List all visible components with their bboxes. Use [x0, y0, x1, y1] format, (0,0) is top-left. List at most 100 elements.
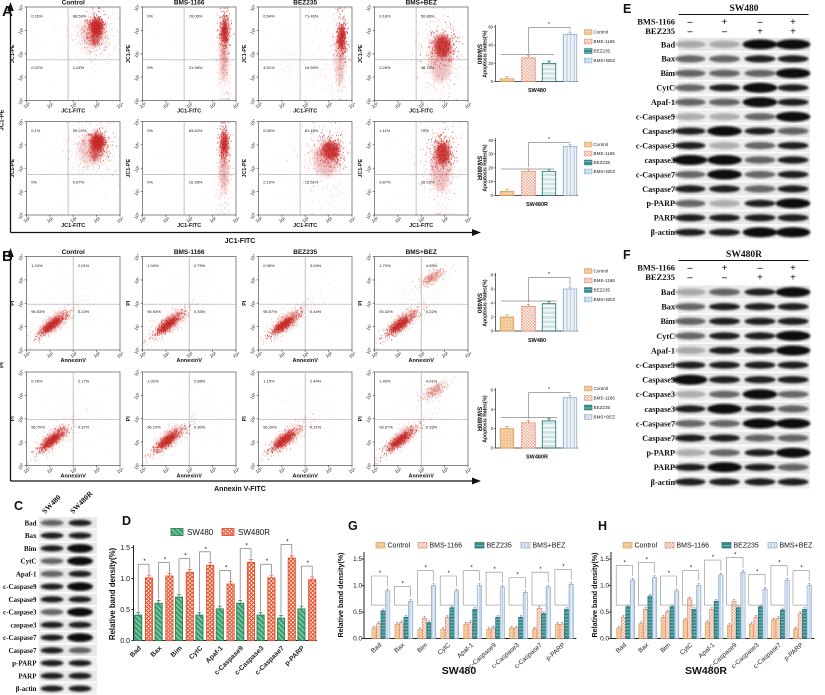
svg-text:0.0: 0.0 — [120, 638, 130, 645]
svg-text:10⁴: 10⁴ — [249, 369, 257, 377]
svg-text:0.76%: 0.76% — [31, 378, 43, 383]
svg-text:10¹: 10¹ — [394, 101, 403, 109]
svg-text:10⁰: 10⁰ — [133, 346, 141, 354]
svg-text:2.79%: 2.79% — [194, 263, 206, 268]
svg-text:0.67%: 0.67% — [73, 179, 85, 184]
svg-text:BMS+BEZ: BMS+BEZ — [594, 58, 616, 63]
svg-text:–: – — [721, 27, 728, 38]
svg-text:BEZ235: BEZ235 — [293, 249, 317, 256]
svg-text:99.22%: 99.22% — [73, 128, 87, 133]
svg-text:Bax: Bax — [661, 303, 676, 312]
svg-text:BEZ235: BEZ235 — [487, 543, 512, 550]
svg-text:BMS+BEZ: BMS+BEZ — [594, 415, 616, 420]
svg-text:1.15%: 1.15% — [263, 378, 275, 383]
svg-text:10²: 10² — [301, 466, 310, 474]
svg-text:PI: PI — [242, 300, 248, 306]
svg-text:BMS-1166: BMS-1166 — [594, 151, 616, 156]
svg-text:10⁴: 10⁴ — [365, 369, 373, 377]
svg-text:PI: PI — [10, 300, 16, 306]
svg-text:10⁴: 10⁴ — [116, 101, 125, 109]
svg-text:JC1-FITC: JC1-FITC — [61, 109, 85, 115]
svg-text:16.38%: 16.38% — [189, 179, 203, 184]
svg-text:10⁴: 10⁴ — [17, 369, 25, 377]
svg-text:PI: PI — [126, 416, 132, 422]
svg-text:SW480: SW480 — [187, 528, 214, 537]
svg-text:*: * — [800, 566, 803, 572]
svg-text:10⁴: 10⁴ — [348, 351, 357, 359]
svg-text:10⁴: 10⁴ — [464, 466, 473, 474]
svg-text:JC1-PE: JC1-PE — [242, 44, 248, 63]
svg-text:*: * — [225, 564, 228, 571]
svg-text:6: 6 — [491, 287, 494, 292]
svg-text:SW480R: SW480R — [526, 455, 548, 461]
svg-text:1.5: 1.5 — [600, 556, 609, 563]
svg-text:78.06%: 78.06% — [189, 13, 203, 18]
svg-text:10¹: 10¹ — [133, 188, 141, 196]
svg-text:10²: 10² — [185, 466, 194, 474]
svg-text:2: 2 — [491, 426, 494, 431]
svg-text:Bim: Bim — [24, 545, 37, 553]
svg-text:*: * — [493, 567, 496, 573]
svg-text:+: + — [790, 27, 796, 38]
svg-text:*: * — [448, 571, 451, 577]
svg-text:0: 0 — [491, 193, 494, 198]
svg-text:10⁰: 10⁰ — [371, 216, 380, 224]
svg-text:16.51%: 16.51% — [305, 179, 319, 184]
svg-text:0.21%: 0.21% — [310, 425, 322, 430]
svg-text:10³: 10³ — [249, 392, 257, 400]
svg-text:21.96%: 21.96% — [189, 65, 203, 70]
svg-text:AnnexinV: AnnexinV — [61, 474, 87, 480]
svg-text:10⁴: 10⁴ — [116, 216, 125, 224]
svg-text:20: 20 — [488, 165, 493, 170]
svg-text:10⁰: 10⁰ — [255, 101, 264, 109]
svg-text:+: + — [790, 263, 796, 274]
svg-text:10¹: 10¹ — [278, 351, 287, 359]
svg-text:10⁰: 10⁰ — [133, 462, 141, 470]
svg-text:2.44%: 2.44% — [310, 378, 322, 383]
svg-text:0.0: 0.0 — [353, 636, 362, 643]
svg-text:1.24%: 1.24% — [73, 65, 85, 70]
svg-text:10³: 10³ — [209, 466, 218, 474]
svg-text:10²: 10² — [133, 415, 141, 423]
svg-text:+: + — [757, 273, 763, 284]
svg-text:10⁰: 10⁰ — [139, 216, 148, 224]
svg-text:β-actin: β-actin — [651, 478, 676, 487]
svg-text:10⁴: 10⁴ — [232, 216, 241, 224]
svg-text:10¹: 10¹ — [133, 438, 141, 446]
svg-text:2.19%: 2.19% — [263, 179, 275, 184]
svg-text:10¹: 10¹ — [278, 101, 287, 109]
svg-text:0.44%: 0.44% — [310, 309, 322, 314]
svg-text:10²: 10² — [365, 50, 373, 58]
svg-text:BMS+BEZ: BMS+BEZ — [406, 0, 437, 7]
svg-text:BEZ235: BEZ235 — [594, 288, 611, 293]
svg-text:BMS+BEZ: BMS+BEZ — [594, 297, 616, 302]
svg-text:JC1-FITC: JC1-FITC — [293, 109, 317, 115]
svg-text:10³: 10³ — [441, 216, 450, 224]
svg-text:10²: 10² — [249, 165, 257, 173]
svg-text:PARP: PARP — [654, 214, 675, 223]
svg-text:10⁴: 10⁴ — [133, 369, 141, 377]
svg-text:10¹: 10¹ — [46, 101, 55, 109]
svg-text:0.96%: 0.96% — [263, 263, 275, 268]
svg-text:CytC: CytC — [656, 84, 675, 93]
svg-text:BEZ235: BEZ235 — [734, 543, 759, 550]
svg-text:10⁰: 10⁰ — [371, 101, 380, 109]
svg-text:10⁰: 10⁰ — [139, 466, 148, 474]
svg-text:10⁰: 10⁰ — [23, 101, 32, 109]
svg-text:BMS+BEZ: BMS+BEZ — [533, 543, 567, 550]
svg-text:PI: PI — [10, 416, 16, 422]
svg-text:10⁴: 10⁴ — [133, 253, 141, 261]
svg-text:81.45%: 81.45% — [305, 128, 319, 133]
svg-text:10⁰: 10⁰ — [365, 97, 373, 105]
svg-text:SW480: SW480 — [476, 44, 483, 65]
svg-text:*: * — [425, 566, 428, 572]
svg-text:Apaf-1: Apaf-1 — [651, 346, 675, 355]
svg-text:10²: 10² — [417, 351, 426, 359]
svg-text:*: * — [624, 560, 627, 566]
svg-text:Control: Control — [62, 0, 85, 7]
svg-text:0.16%: 0.16% — [31, 13, 43, 18]
svg-text:4: 4 — [491, 407, 494, 412]
svg-text:10¹: 10¹ — [394, 466, 403, 474]
svg-text:1.0: 1.0 — [600, 583, 609, 590]
svg-text:10⁰: 10⁰ — [255, 351, 264, 359]
